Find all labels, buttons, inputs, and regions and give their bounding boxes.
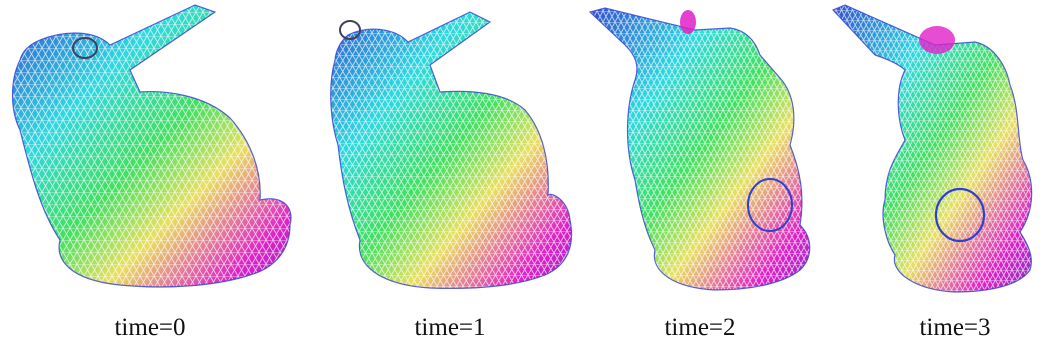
bunny-panel-0: time=0 [0, 0, 300, 359]
bunny-panel-2: time=2 [585, 0, 815, 359]
bunny-panel-3: time=3 [825, 0, 1035, 359]
bunny-mesh-time-1 [330, 11, 573, 290]
bunny-mesh-time-2 [588, 7, 811, 291]
caption-time-0: time=0 [114, 314, 186, 341]
caption-time-2: time=2 [664, 314, 736, 341]
bunny-mesh-time-3 [831, 4, 1033, 293]
caption-time-3: time=3 [919, 314, 991, 341]
bunny-mesh-time-0 [11, 4, 292, 288]
bunny-panel-1: time=1 [320, 0, 580, 359]
caption-time-1: time=1 [414, 314, 486, 341]
